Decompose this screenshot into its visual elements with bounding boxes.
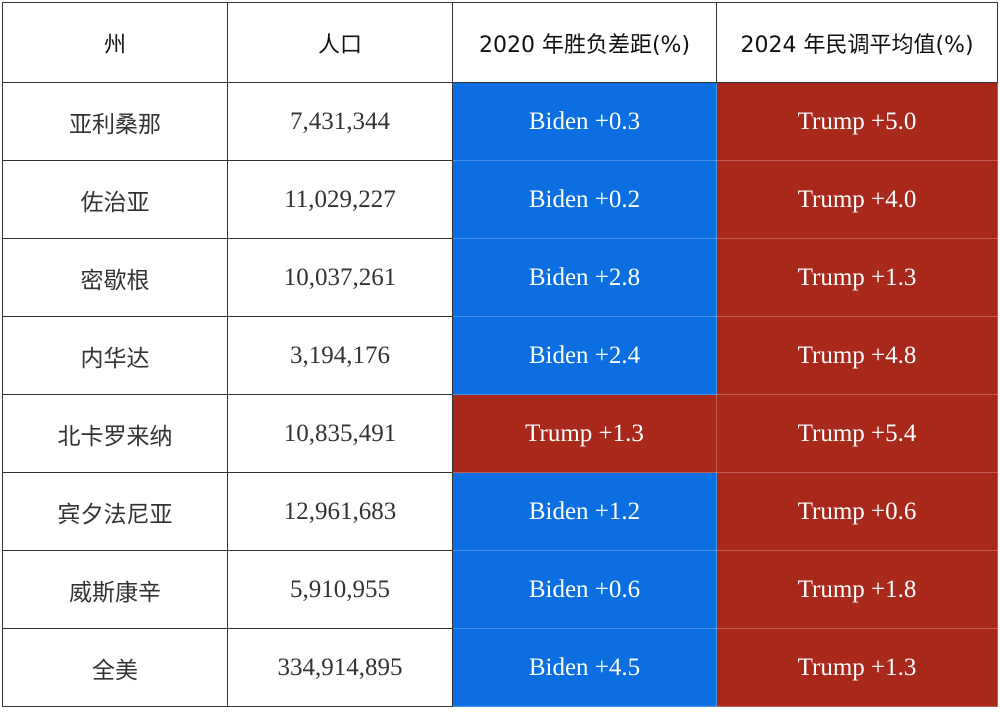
- table-cell: Biden +2.8: [452, 238, 717, 317]
- table-cell: Trump +5.0: [716, 82, 998, 161]
- results-table: 州人口 2020 年胜负差距(%) 2024 年民调平均值(%) 亚利桑那 7,431…: [2, 2, 998, 707]
- table-cell: 威斯康辛: [2, 550, 228, 629]
- header-cell: 2024 年民调平均值(%): [716, 2, 998, 83]
- table-cell: Trump +4.8: [716, 316, 998, 395]
- table-row: 宾夕法尼亚 12,961,683 Biden +1.2 Trump +0.6: [2, 472, 998, 551]
- table-cell: Trump +5.4: [716, 394, 998, 473]
- header-cell: 州: [2, 2, 228, 83]
- table-cell: Trump +0.6: [716, 472, 998, 551]
- table-row: 佐治亚 11,029,227 Biden +0.2 Trump +4.0: [2, 160, 998, 239]
- table-cell: 全美: [2, 628, 228, 707]
- table-cell: Trump +1.3: [716, 628, 998, 707]
- table-cell: Biden +0.6: [452, 550, 717, 629]
- table-cell: Trump +1.3: [452, 394, 717, 473]
- table-row: 北卡罗来纳 10,835,491 Trump +1.3 Trump +5.4: [2, 394, 998, 473]
- table-cell: 宾夕法尼亚: [2, 472, 228, 551]
- table-cell: 密歇根: [2, 238, 228, 317]
- table-row: 亚利桑那 7,431,344 Biden +0.3 Trump +5.0: [2, 82, 998, 161]
- table-row: 威斯康辛 5,910,955 Biden +0.6 Trump +1.8: [2, 550, 998, 629]
- table-cell: Biden +2.4: [452, 316, 717, 395]
- table-cell: 334,914,895: [227, 628, 453, 707]
- header-cell: 2020 年胜负差距(%): [452, 2, 717, 83]
- table-cell: 7,431,344: [227, 82, 453, 161]
- table-cell: Trump +1.8: [716, 550, 998, 629]
- table-row: 全美 334,914,895 Biden +4.5 Trump +1.3: [2, 628, 998, 707]
- table-cell: Trump +4.0: [716, 160, 998, 239]
- table-row: 密歇根 10,037,261 Biden +2.8 Trump +1.3: [2, 238, 998, 317]
- table-cell: Biden +1.2: [452, 472, 717, 551]
- table-cell: 北卡罗来纳: [2, 394, 228, 473]
- table-cell: 3,194,176: [227, 316, 453, 395]
- table-cell: 11,029,227: [227, 160, 453, 239]
- table-cell: Trump +1.3: [716, 238, 998, 317]
- table-cell: 佐治亚: [2, 160, 228, 239]
- table-cell: 10,037,261: [227, 238, 453, 317]
- table-cell: 12,961,683: [227, 472, 453, 551]
- header-cell: 人口: [227, 2, 453, 83]
- table-cell: 亚利桑那: [2, 82, 228, 161]
- table-cell: 内华达: [2, 316, 228, 395]
- table-body: 亚利桑那 7,431,344 Biden +0.3 Trump +5.0 佐治亚 11,0…: [2, 82, 998, 707]
- table-cell: 10,835,491: [227, 394, 453, 473]
- header-row: 州人口 2020 年胜负差距(%) 2024 年民调平均值(%): [2, 2, 998, 83]
- table-cell: 5,910,955: [227, 550, 453, 629]
- table-cell: Biden +0.2: [452, 160, 717, 239]
- table-row: 内华达 3,194,176 Biden +2.4 Trump +4.8: [2, 316, 998, 395]
- table-cell: Biden +0.3: [452, 82, 717, 161]
- table-cell: Biden +4.5: [452, 628, 717, 707]
